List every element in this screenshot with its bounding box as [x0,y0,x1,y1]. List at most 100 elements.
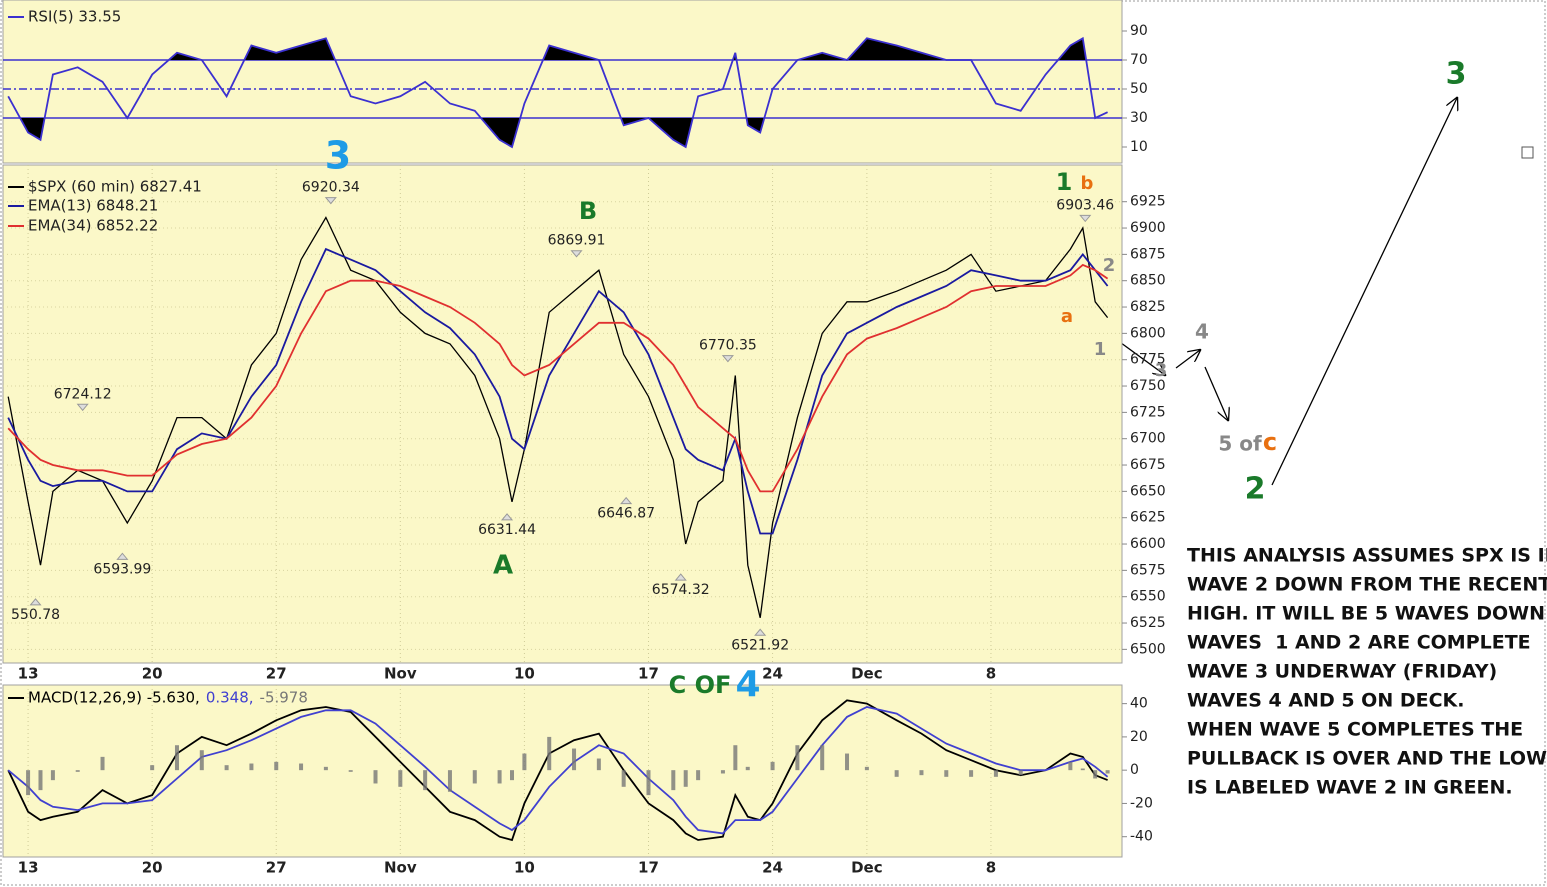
wave-label: a [1061,306,1073,327]
wave-label: 5 of [1218,432,1262,456]
histogram-bar [398,770,403,787]
x-tick-label: Dec [851,859,883,877]
histogram-bar [522,753,527,771]
y-tick-label: 30 [1130,110,1148,126]
histogram-bar [38,770,43,791]
annotation-pointer [620,496,633,505]
legend-entry: 0.348, [206,689,254,707]
y-tick-label: 6550 [1130,589,1166,605]
histogram-bar [497,770,502,784]
y-tick-label: 6925 [1130,194,1166,210]
annotation-label: 6770.35 [699,338,757,354]
wave-label: 1 [1056,168,1073,196]
annotation-pointer [76,403,89,412]
x-tick-label: 13 [18,859,39,877]
wave-label: c [1263,428,1277,456]
wave-label: 2 [1103,255,1116,276]
annotation-pointer [570,250,583,258]
annotation-pointer [754,628,767,636]
histogram-bar [1105,770,1110,774]
annotation-label: 6646.87 [597,506,655,522]
legend-entry: $SPX (60 min) 6827.41 [28,178,202,196]
y-tick-label: 6850 [1130,273,1166,289]
histogram-bar [696,770,701,781]
panel [2,0,1123,164]
annotation-label: 6724.12 [54,386,112,402]
arrow [1271,98,1457,486]
x-tick-label: 20 [142,859,163,877]
y-tick-label: 6875 [1130,246,1166,262]
y-tick-label: 40 [1130,696,1148,712]
y-tick-label: 6750 [1130,378,1166,394]
annotation-label: 6631.44 [478,522,536,538]
annotation-label: 6920.34 [302,180,360,196]
legend-entry: EMA(34) 6852.22 [28,217,158,235]
histogram-bar [1093,770,1098,779]
y-tick-label: 6650 [1130,483,1166,499]
y-tick-label: 6825 [1130,299,1166,315]
y-tick-label: 6900 [1130,220,1166,236]
histogram-bar [299,763,304,771]
histogram-bar [845,753,850,771]
y-tick-label: 6525 [1130,615,1166,631]
y-tick-label: -20 [1130,795,1153,811]
histogram-bar [348,770,353,772]
annotation-label: 6521.92 [731,637,789,653]
x-tick-label: 8 [986,859,996,877]
x-tick-label: 10 [514,859,535,877]
panel [2,684,1123,858]
histogram-bar [733,745,738,771]
annotation-pointer [116,552,129,560]
legend-entry: MACD(12,26,9) -5.630, [28,689,200,707]
histogram-bar [1018,770,1023,776]
move-icon [1521,146,1534,159]
wave-label: 4 [735,664,760,705]
histogram-bar [596,758,601,771]
histogram-bar [621,770,626,787]
commentary-line: WAVES 4 AND 5 ON DECK. [1187,690,1464,712]
wave-label: 3 [325,134,351,178]
rsi-overbought-fill [8,38,1108,60]
wave-label: 4 [1195,320,1209,344]
y-tick-label: 6725 [1130,404,1166,420]
commentary-line: WHEN WAVE 5 COMPLETES THE [1187,719,1523,741]
y-tick-label: -40 [1130,829,1153,845]
commentary-line: WAVE 3 UNDERWAY (FRIDAY) [1187,661,1497,683]
annotation-label: 6903.46 [1056,197,1114,213]
legend-entry: RSI(5) 33.55 [28,8,121,26]
series-line [7,36,1108,149]
series-line [7,706,1109,835]
histogram-bar [993,770,998,777]
annotation-label: 550.78 [11,607,60,623]
x-tick-label: 10 [514,665,535,683]
series-line [7,699,1108,842]
y-tick-label: 6675 [1130,457,1166,473]
series-line [7,263,1109,493]
commentary-line: THIS ANALYSIS ASSUMES SPX IS IN [1187,545,1547,567]
histogram-bar [795,745,800,771]
arrow [1204,366,1228,420]
x-tick-label: Nov [384,665,417,683]
projection-arrows [1116,98,1457,486]
x-tick-label: 24 [762,859,783,877]
y-tick-label: 0 [1130,762,1139,778]
wave-label: C OF [669,671,732,699]
histogram-bar [75,770,80,772]
series-line [7,216,1109,618]
x-tick-label: 17 [638,665,659,683]
y-tick-label: 50 [1130,81,1148,97]
x-tick-label: 13 [18,665,39,683]
series-line [7,247,1109,535]
y-tick-label: 6775 [1130,352,1166,368]
wave-label: 3 [1155,360,1168,381]
legend-entry: EMA(13) 6848.21 [28,197,158,215]
annotation-pointer [500,513,514,521]
annotation-pointer [1079,214,1092,223]
commentary-line: PULLBACK IS OVER AND THE LOW [1187,748,1547,770]
y-tick-label: 20 [1130,729,1148,745]
annotation-pointer [324,197,337,205]
annotation-pointer [29,598,42,606]
x-tick-label: 17 [638,859,659,877]
